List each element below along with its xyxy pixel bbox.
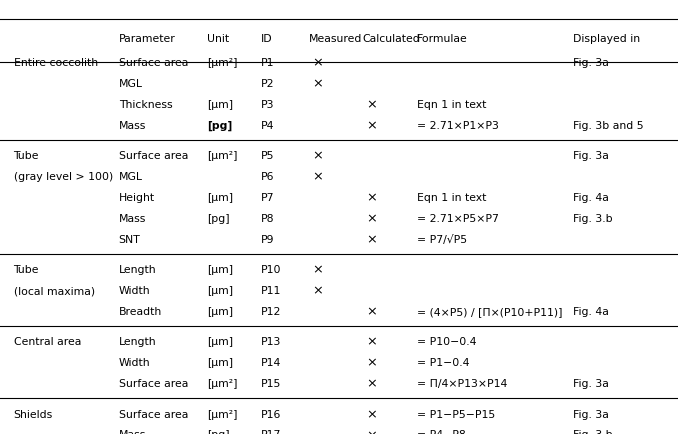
Text: P13: P13 [261,337,281,346]
Text: Breadth: Breadth [119,306,162,316]
Text: Fig. 3.b: Fig. 3.b [573,430,612,434]
Text: P7: P7 [261,193,275,202]
Text: ×: × [366,212,377,225]
Text: [μm]: [μm] [207,100,233,109]
Text: P17: P17 [261,430,281,434]
Text: [μm]: [μm] [207,286,233,295]
Text: ×: × [312,170,323,183]
Text: [μm²]: [μm²] [207,58,237,68]
Text: ×: × [312,56,323,69]
Text: Fig. 3a: Fig. 3a [573,378,609,388]
Text: Thickness: Thickness [119,100,172,109]
Text: [μm]: [μm] [207,193,233,202]
Text: P3: P3 [261,100,275,109]
Text: [μm]: [μm] [207,265,233,274]
Text: ×: × [366,119,377,132]
Text: P4: P4 [261,121,275,130]
Text: ×: × [366,407,377,420]
Text: = 2.71×P1×P3: = 2.71×P1×P3 [417,121,499,130]
Text: Fig. 3a: Fig. 3a [573,409,609,418]
Text: ×: × [366,356,377,369]
Text: P16: P16 [261,409,281,418]
Text: Central area: Central area [14,337,81,346]
Text: ×: × [312,263,323,276]
Text: Eqn 1 in text: Eqn 1 in text [417,100,486,109]
Text: Fig. 4a: Fig. 4a [573,306,609,316]
Text: ×: × [366,191,377,204]
Text: [μm²]: [μm²] [207,409,237,418]
Text: [μm]: [μm] [207,358,233,367]
Text: Tube: Tube [14,265,39,274]
Text: = (4×P5) / [Π×(P10+P11)]: = (4×P5) / [Π×(P10+P11)] [417,306,563,316]
Text: ×: × [312,284,323,297]
Text: Mass: Mass [119,430,146,434]
Text: = P1−0.4: = P1−0.4 [417,358,469,367]
Text: Entire coccolith: Entire coccolith [14,58,98,68]
Text: Mass: Mass [119,214,146,223]
Text: = P7/√P5: = P7/√P5 [417,234,467,244]
Text: Surface area: Surface area [119,409,188,418]
Text: Fig. 3b and 5: Fig. 3b and 5 [573,121,643,130]
Text: SNT: SNT [119,234,140,244]
Text: [pg]: [pg] [207,214,229,223]
Text: Formulae: Formulae [417,34,468,44]
Text: ×: × [312,149,323,162]
Text: P8: P8 [261,214,275,223]
Text: P9: P9 [261,234,275,244]
Text: Length: Length [119,337,156,346]
Text: [pg]: [pg] [207,120,232,131]
Text: P14: P14 [261,358,281,367]
Text: Tube: Tube [14,151,39,161]
Text: = P10−0.4: = P10−0.4 [417,337,477,346]
Text: [pg]: [pg] [207,430,229,434]
Text: MGL: MGL [119,79,142,89]
Text: [μm²]: [μm²] [207,378,237,388]
Text: ×: × [366,428,377,434]
Text: = 2.71×P5×P7: = 2.71×P5×P7 [417,214,499,223]
Text: Surface area: Surface area [119,378,188,388]
Text: ×: × [366,98,377,111]
Text: ×: × [312,77,323,90]
Text: Fig. 4a: Fig. 4a [573,193,609,202]
Text: ×: × [366,233,377,246]
Text: [μm²]: [μm²] [207,151,237,161]
Text: Parameter: Parameter [119,34,176,44]
Text: P5: P5 [261,151,275,161]
Text: Fig. 3a: Fig. 3a [573,151,609,161]
Text: P15: P15 [261,378,281,388]
Text: (local maxima): (local maxima) [14,286,95,295]
Text: Width: Width [119,358,151,367]
Text: = P4−P8: = P4−P8 [417,430,466,434]
Text: Surface area: Surface area [119,151,188,161]
Text: Length: Length [119,265,156,274]
Text: Height: Height [119,193,155,202]
Text: Displayed in: Displayed in [573,34,640,44]
Text: (gray level > 100): (gray level > 100) [14,172,113,181]
Text: Fig. 3.b: Fig. 3.b [573,214,612,223]
Text: Measured: Measured [308,34,362,44]
Text: = Π/4×P13×P14: = Π/4×P13×P14 [417,378,507,388]
Text: P12: P12 [261,306,281,316]
Text: P11: P11 [261,286,281,295]
Text: ×: × [366,305,377,318]
Text: Fig. 3a: Fig. 3a [573,58,609,68]
Text: Mass: Mass [119,121,146,130]
Text: Unit: Unit [207,34,229,44]
Text: Eqn 1 in text: Eqn 1 in text [417,193,486,202]
Text: ID: ID [261,34,273,44]
Text: P10: P10 [261,265,281,274]
Text: [μm]: [μm] [207,306,233,316]
Text: ×: × [366,377,377,390]
Text: Surface area: Surface area [119,58,188,68]
Text: MGL: MGL [119,172,142,181]
Text: ×: × [366,335,377,348]
Text: P1: P1 [261,58,275,68]
Text: [μm]: [μm] [207,337,233,346]
Text: P2: P2 [261,79,275,89]
Text: Shields: Shields [14,409,53,418]
Text: Calculated: Calculated [363,34,420,44]
Text: Width: Width [119,286,151,295]
Text: P6: P6 [261,172,275,181]
Text: = P1−P5−P15: = P1−P5−P15 [417,409,495,418]
